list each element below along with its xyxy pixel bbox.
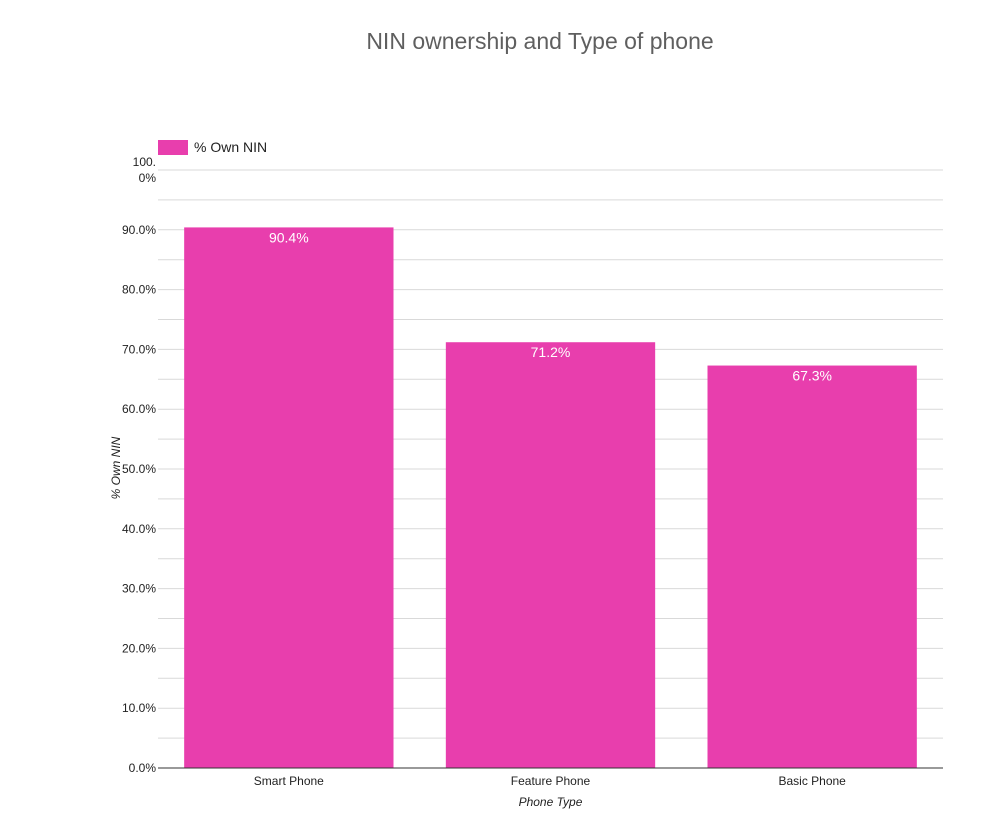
y-tick-label: 100. 0% <box>133 155 157 185</box>
bar <box>184 227 394 768</box>
legend-swatch <box>158 139 188 155</box>
y-tick-label: 20.0% <box>122 641 156 655</box>
y-tick-label: 70.0% <box>122 342 156 356</box>
bar-data-label: 67.3% <box>792 368 832 384</box>
x-tick-label: Basic Phone <box>778 774 846 788</box>
legend: % Own NIN <box>158 139 267 155</box>
x-tick-label: Feature Phone <box>511 774 591 788</box>
bar <box>445 342 656 768</box>
y-tick-label: 10.0% <box>122 701 156 715</box>
x-axis-title: Phone Type <box>519 795 583 809</box>
y-tick-label: 0.0% <box>129 761 157 775</box>
bar-data-label: 90.4% <box>269 229 309 245</box>
legend-label: % Own NIN <box>194 139 268 155</box>
y-tick-label: 50.0% <box>122 462 156 476</box>
chart-title: NIN ownership and Type of phone <box>366 28 714 54</box>
y-tick-label: 40.0% <box>122 522 156 536</box>
y-tick-label: 60.0% <box>122 402 156 416</box>
y-tick-label: 80.0% <box>122 283 156 297</box>
x-tick-label: Smart Phone <box>254 774 324 788</box>
bar-data-label: 71.2% <box>531 344 571 360</box>
bar <box>707 365 917 768</box>
y-tick-label: 90.0% <box>122 223 156 237</box>
y-tick-label: 30.0% <box>122 582 156 596</box>
y-axis-title: % Own NIN <box>109 436 123 499</box>
